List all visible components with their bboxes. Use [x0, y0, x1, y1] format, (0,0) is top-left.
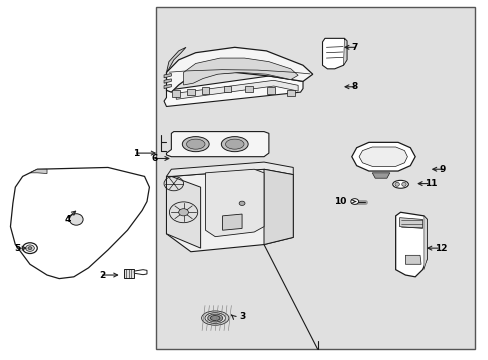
Ellipse shape — [182, 136, 209, 152]
Polygon shape — [322, 39, 346, 69]
Ellipse shape — [394, 182, 399, 186]
Polygon shape — [166, 169, 293, 252]
Polygon shape — [222, 214, 242, 230]
Ellipse shape — [201, 311, 228, 325]
Ellipse shape — [350, 199, 358, 204]
Bar — [156, 7, 474, 349]
Ellipse shape — [207, 314, 223, 322]
Polygon shape — [166, 176, 200, 248]
Polygon shape — [201, 87, 209, 94]
Ellipse shape — [186, 139, 204, 149]
Polygon shape — [166, 47, 185, 72]
Polygon shape — [223, 86, 231, 93]
Ellipse shape — [401, 182, 406, 186]
Polygon shape — [395, 212, 427, 277]
Ellipse shape — [25, 245, 34, 251]
Polygon shape — [172, 90, 180, 97]
Polygon shape — [163, 76, 303, 107]
Ellipse shape — [22, 243, 37, 253]
Polygon shape — [371, 173, 389, 178]
Polygon shape — [286, 90, 294, 96]
Polygon shape — [267, 87, 275, 94]
Ellipse shape — [239, 201, 244, 206]
Polygon shape — [123, 269, 134, 278]
Polygon shape — [163, 79, 171, 83]
Text: 6: 6 — [152, 154, 158, 163]
Ellipse shape — [392, 180, 407, 188]
Text: 12: 12 — [434, 244, 446, 253]
Ellipse shape — [210, 316, 220, 320]
Polygon shape — [343, 39, 346, 65]
Polygon shape — [163, 73, 171, 78]
Polygon shape — [205, 169, 264, 237]
Polygon shape — [30, 169, 47, 174]
Ellipse shape — [69, 214, 83, 225]
Polygon shape — [245, 86, 253, 93]
Text: 3: 3 — [239, 312, 245, 321]
Ellipse shape — [204, 313, 225, 323]
Polygon shape — [176, 80, 298, 99]
Polygon shape — [163, 84, 171, 89]
Polygon shape — [351, 142, 414, 171]
Text: 7: 7 — [351, 43, 357, 52]
Text: 1: 1 — [133, 149, 140, 158]
Text: 11: 11 — [424, 179, 437, 188]
Polygon shape — [405, 255, 420, 264]
Polygon shape — [423, 216, 427, 270]
Polygon shape — [264, 169, 293, 244]
Polygon shape — [186, 89, 194, 95]
Text: 8: 8 — [351, 82, 357, 91]
Ellipse shape — [221, 136, 247, 152]
Polygon shape — [166, 47, 312, 92]
Text: 4: 4 — [65, 215, 71, 224]
Text: 2: 2 — [99, 270, 105, 279]
Polygon shape — [10, 167, 149, 279]
Text: 5: 5 — [14, 244, 20, 253]
Ellipse shape — [28, 247, 32, 249]
Text: 10: 10 — [334, 197, 346, 206]
Ellipse shape — [225, 139, 244, 149]
Polygon shape — [358, 147, 407, 166]
Polygon shape — [166, 162, 293, 176]
Polygon shape — [399, 218, 422, 228]
Polygon shape — [166, 132, 268, 157]
Polygon shape — [134, 270, 147, 275]
Text: 9: 9 — [439, 165, 445, 174]
Polygon shape — [183, 58, 298, 85]
Ellipse shape — [178, 209, 188, 216]
